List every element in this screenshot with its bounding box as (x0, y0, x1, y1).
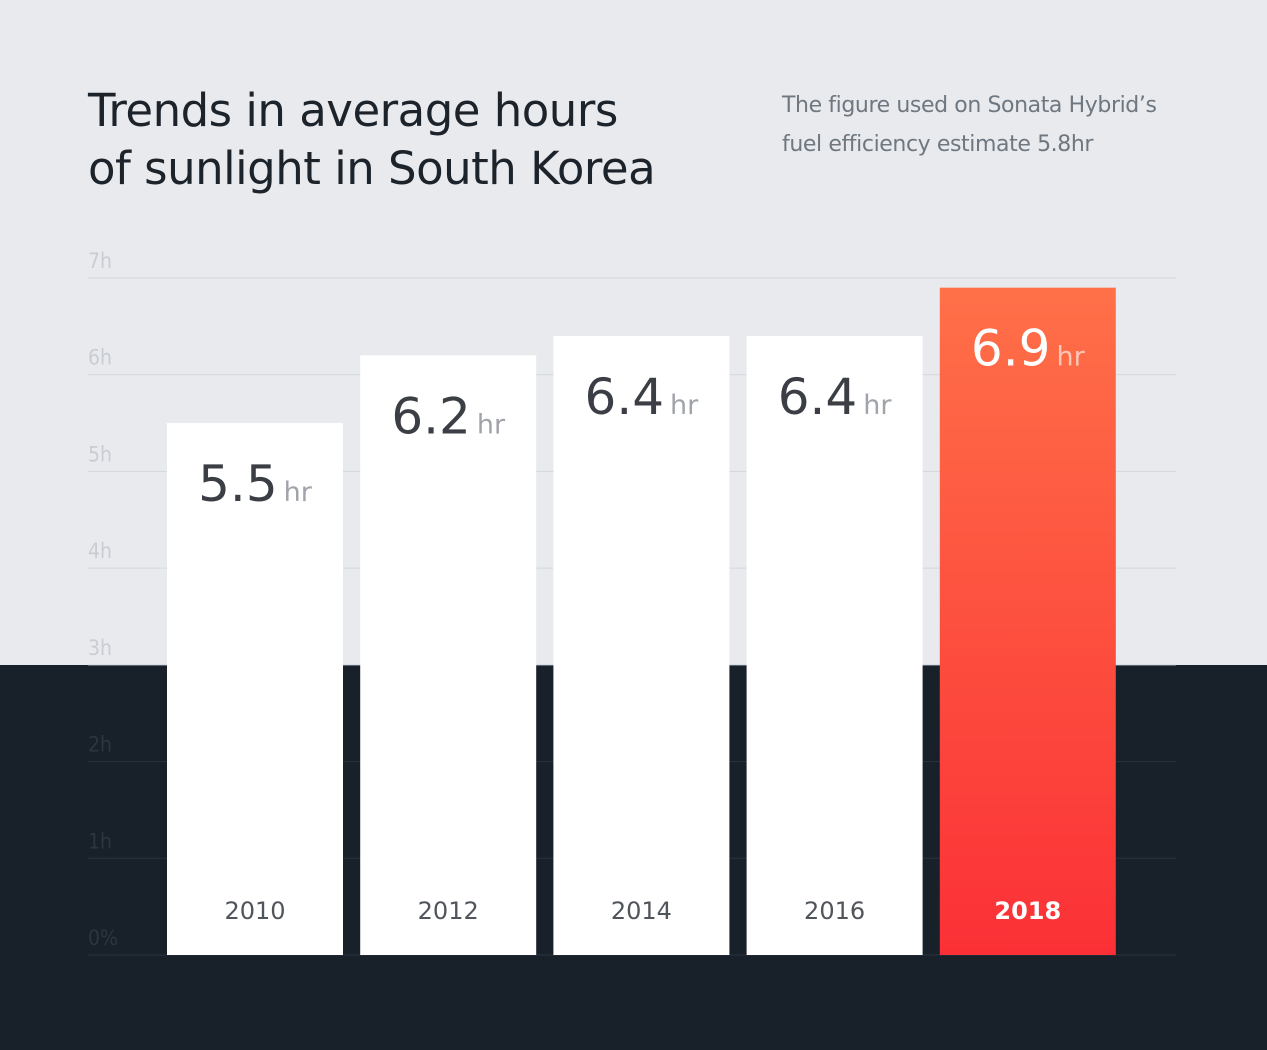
y-tick-label: 7h (88, 249, 112, 273)
chart-title-line-2: of sunlight in South Korea (88, 142, 656, 195)
bar-2016 (746, 336, 923, 955)
bar-2018 (939, 287, 1116, 956)
y-tick-label: 1h (88, 829, 112, 853)
bar-value: 6.4 (585, 368, 665, 426)
bar-value-label: 6.4 hr (585, 368, 700, 426)
bar-2010 (167, 423, 343, 956)
chart-title: Trends in average hours of sunlight in S… (88, 82, 728, 198)
y-tick-label: 6h (88, 346, 112, 370)
x-category-label: 2016 (804, 897, 865, 925)
bar-value-label: 5.5 hr (198, 455, 313, 513)
bar-value: 5.5 (198, 455, 278, 513)
chart-title-line-1: Trends in average hours (88, 84, 618, 137)
y-tick-label: 2h (88, 733, 112, 757)
bar-unit: hr (863, 390, 892, 421)
x-category-label: 2014 (611, 897, 672, 925)
bar-value-label: 6.9 hr (971, 320, 1086, 378)
y-tick-label: 3h (88, 636, 112, 660)
y-tick-label: 0% (88, 926, 118, 950)
y-tick-label: 5h (88, 442, 112, 466)
reference-note: The figure used on Sonata Hybrid’s fuel … (782, 86, 1252, 164)
bar-value: 6.4 (778, 368, 858, 426)
x-category-label: 2012 (418, 897, 479, 925)
reference-note-line-1: The figure used on Sonata Hybrid’s (782, 93, 1157, 118)
bar-unit: hr (1056, 342, 1085, 373)
bar-unit: hr (284, 477, 313, 508)
bar-value-label: 6.4 hr (778, 368, 893, 426)
y-axis-ticks: 0% 1h 2h 3h 4h 5h 6h 7h (88, 249, 118, 950)
bar-2014 (553, 336, 730, 955)
bar-unit: hr (477, 409, 506, 440)
y-tick-label: 4h (88, 539, 112, 563)
x-category-label: 2010 (224, 897, 285, 925)
bar-2012 (360, 355, 537, 955)
bar-value: 6.9 (971, 320, 1051, 378)
bars (167, 287, 1116, 956)
reference-note-line-2: fuel efficiency estimate 5.8hr (782, 132, 1094, 157)
x-category-label: 2018 (994, 897, 1061, 925)
bar-value-label: 6.2 hr (391, 387, 506, 445)
bar-value: 6.2 (391, 387, 471, 445)
bar-unit: hr (670, 390, 699, 421)
